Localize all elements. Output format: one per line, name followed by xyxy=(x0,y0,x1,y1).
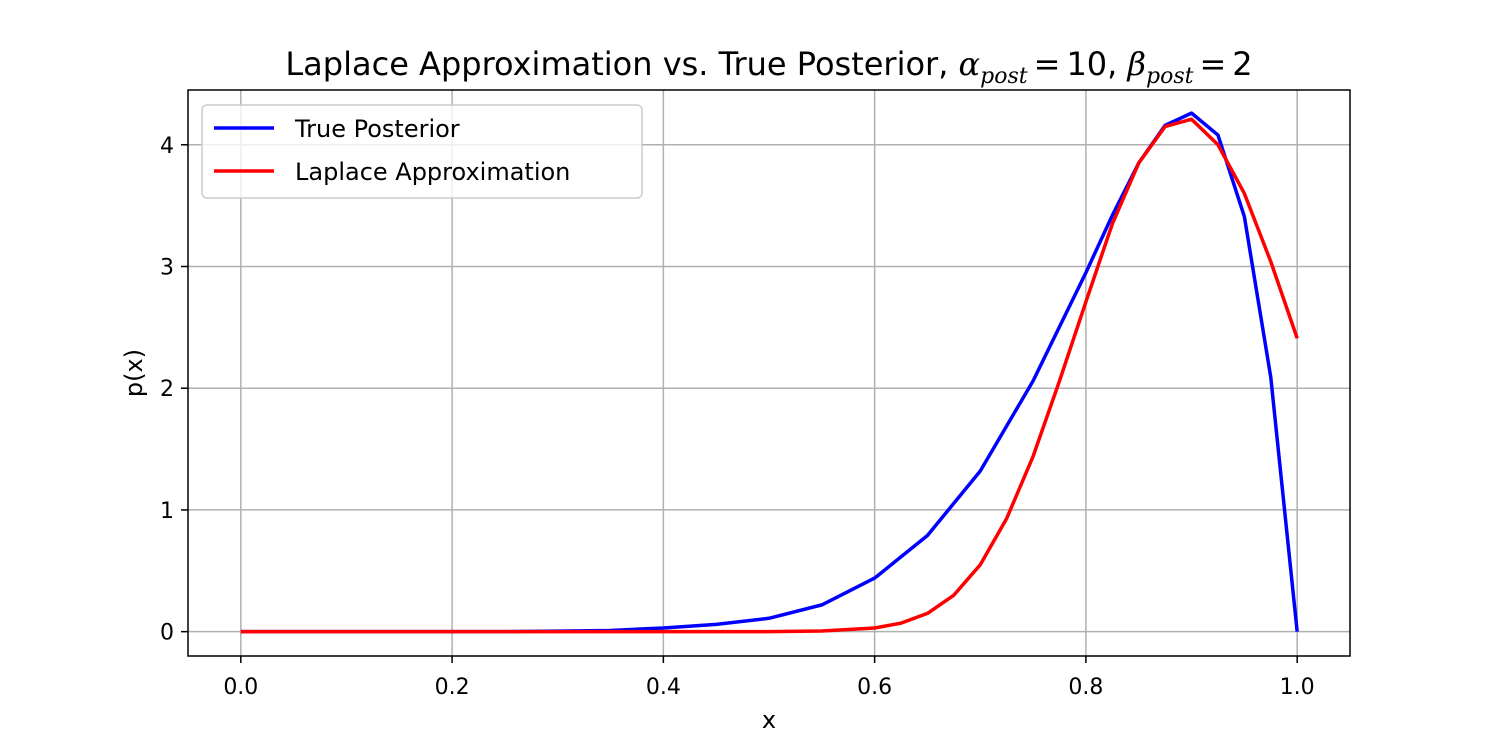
title-beta-subscript: post xyxy=(1146,64,1194,89)
title-separator: , xyxy=(1107,45,1127,83)
title-beta-equals: = xyxy=(1199,45,1226,83)
y-tick-label: 2 xyxy=(160,377,174,402)
chart-title: Laplace Approximation vs. True Posterior… xyxy=(285,45,1252,89)
y-tick-label: 0 xyxy=(160,621,174,646)
title-alpha-value: 10 xyxy=(1066,45,1107,83)
legend-label-laplace-approximation: Laplace Approximation xyxy=(295,158,570,186)
legend: True Posterior Laplace Approximation xyxy=(201,104,643,199)
axis-ticks: 0.0 0.2 0.4 0.6 0.8 1.0 0 1 2 3 4 xyxy=(160,134,1315,700)
x-tick-label: 0.4 xyxy=(646,675,681,700)
x-tick-label: 1.0 xyxy=(1280,675,1315,700)
legend-box xyxy=(201,104,643,199)
grid xyxy=(188,90,1350,656)
title-alpha-symbol: α xyxy=(959,45,981,83)
x-tick-label: 0.8 xyxy=(1068,675,1103,700)
title-prefix: Laplace Approximation vs. True Posterior… xyxy=(285,45,958,83)
legend-label-true-posterior: True Posterior xyxy=(294,115,460,143)
x-tick-label: 0.0 xyxy=(223,675,258,700)
y-tick-label: 4 xyxy=(160,134,174,159)
y-tick-label: 3 xyxy=(160,255,174,280)
plot-frame xyxy=(187,89,1351,657)
y-tick-label: 1 xyxy=(160,499,174,524)
title-alpha-subscript: post xyxy=(980,64,1028,89)
title-beta-value: 2 xyxy=(1232,45,1252,83)
series-lines xyxy=(240,111,1299,634)
series-line-laplace-approximation xyxy=(240,117,1299,634)
title-alpha-equals: = xyxy=(1034,45,1061,83)
x-tick-label: 0.6 xyxy=(857,675,892,700)
x-axis-label: x xyxy=(762,706,776,734)
y-axis-label: p(x) xyxy=(120,349,148,397)
x-tick-label: 0.2 xyxy=(435,675,470,700)
title-beta-symbol: β xyxy=(1127,45,1147,83)
